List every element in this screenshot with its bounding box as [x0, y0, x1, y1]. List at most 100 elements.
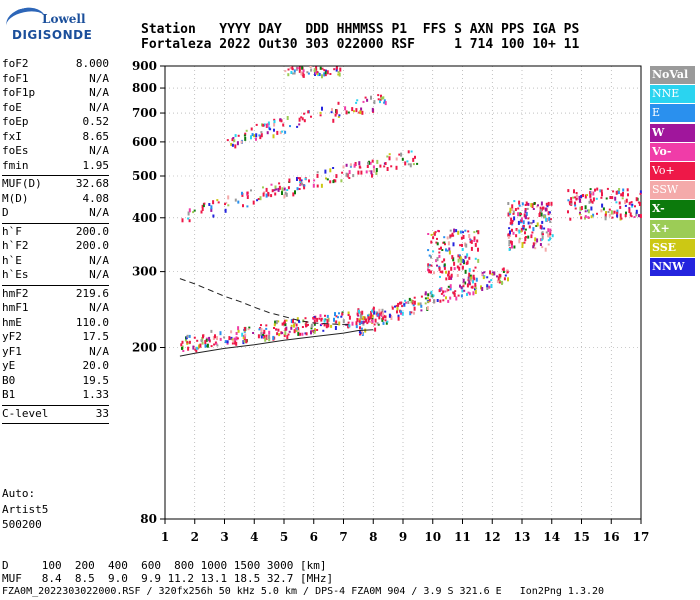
echo-point [348, 170, 351, 175]
param-row: yF1 N/A [2, 345, 109, 360]
echo-point [451, 255, 454, 260]
echo-point [540, 232, 543, 236]
echo-point [245, 339, 248, 344]
echo-point [575, 198, 578, 201]
echo-point [370, 95, 372, 100]
echo-point [433, 232, 436, 236]
echo-point [520, 217, 523, 221]
echo-point [448, 247, 451, 251]
echo-point [188, 334, 191, 338]
echo-point [432, 294, 435, 297]
echo-point [442, 299, 445, 302]
echo-point [357, 314, 360, 317]
echo-point [310, 115, 312, 118]
echo-point [362, 316, 365, 320]
plot-frame [164, 65, 642, 520]
param-row: foF2 8.000 [2, 57, 109, 72]
echo-point [244, 333, 247, 337]
echo-point [507, 235, 510, 239]
echo-point [403, 303, 406, 306]
echo-point [458, 266, 461, 271]
echo-point [473, 240, 476, 242]
echo-point [606, 187, 609, 190]
echo-point [624, 214, 627, 218]
param-value: 200.0 [75, 224, 109, 238]
echo-point [601, 192, 603, 197]
echo-point [355, 321, 358, 326]
echo-point [274, 320, 277, 325]
echo-point [282, 123, 285, 127]
echo-point [327, 323, 330, 328]
echo-point [243, 134, 246, 137]
echo-point [263, 329, 266, 334]
echo-point [302, 69, 305, 73]
echo-point [235, 341, 238, 346]
echo-point [468, 234, 471, 238]
echo-point [377, 313, 380, 317]
echo-point [359, 326, 361, 330]
echo-point [301, 72, 304, 77]
echo-point [462, 278, 465, 283]
echo-point [628, 207, 631, 210]
echo-point [467, 291, 470, 294]
echo-point [470, 239, 473, 244]
x-tick-label: 17 [633, 530, 650, 544]
echo-point [299, 332, 302, 336]
echo-point [326, 70, 329, 75]
echo-point [330, 324, 333, 328]
echo-point [430, 290, 433, 295]
echo-point [538, 213, 541, 217]
echo-point [390, 165, 393, 168]
echo-point [329, 168, 332, 173]
echo-point [230, 330, 233, 334]
header-labels: Station YYYY DAY DDD HHMMSS P1 FFS S AXN… [141, 22, 580, 37]
echo-point [413, 296, 416, 299]
echo-point [635, 212, 638, 217]
param-name: yF2 [2, 330, 22, 343]
echo-point [213, 343, 216, 346]
echo-point [443, 241, 446, 244]
echo-point [540, 201, 543, 206]
echo-point [250, 135, 252, 140]
echo-point [384, 162, 387, 165]
echo-point [361, 110, 364, 115]
echo-point [187, 217, 190, 220]
echo-point [475, 287, 478, 290]
echo-point [338, 114, 341, 117]
echo-point [506, 271, 509, 274]
echo-point [545, 202, 548, 206]
echo-point [460, 294, 463, 298]
echo-point [274, 192, 277, 196]
echo-point [620, 193, 623, 197]
param-row: foEs N/A [2, 144, 109, 159]
echo-point [604, 213, 607, 218]
echo-point [234, 340, 236, 345]
echo-point [502, 271, 505, 273]
echo-point [312, 316, 315, 319]
echo-point [193, 336, 196, 339]
echo-point [449, 287, 452, 291]
echo-point [231, 143, 234, 147]
echo-cluster [180, 306, 381, 353]
echo-point [234, 198, 237, 202]
echo-point [200, 210, 203, 214]
echo-point [465, 243, 468, 248]
echo-point [332, 167, 335, 169]
echo-point [509, 230, 511, 235]
param-name: D [2, 206, 9, 219]
echo-point [499, 276, 502, 279]
echo-point [324, 74, 327, 77]
echo-point [313, 330, 316, 334]
echo-point [580, 206, 583, 210]
echo-point [530, 235, 533, 239]
echo-point [286, 116, 289, 120]
echo-point [455, 229, 458, 233]
echo-point [324, 169, 327, 174]
echo-point [380, 311, 383, 316]
echo-point [447, 289, 450, 292]
echo-point [518, 200, 521, 205]
echo-point [515, 234, 518, 238]
echo-point [517, 207, 520, 210]
echo-point [307, 110, 310, 114]
echo-point [610, 210, 613, 215]
